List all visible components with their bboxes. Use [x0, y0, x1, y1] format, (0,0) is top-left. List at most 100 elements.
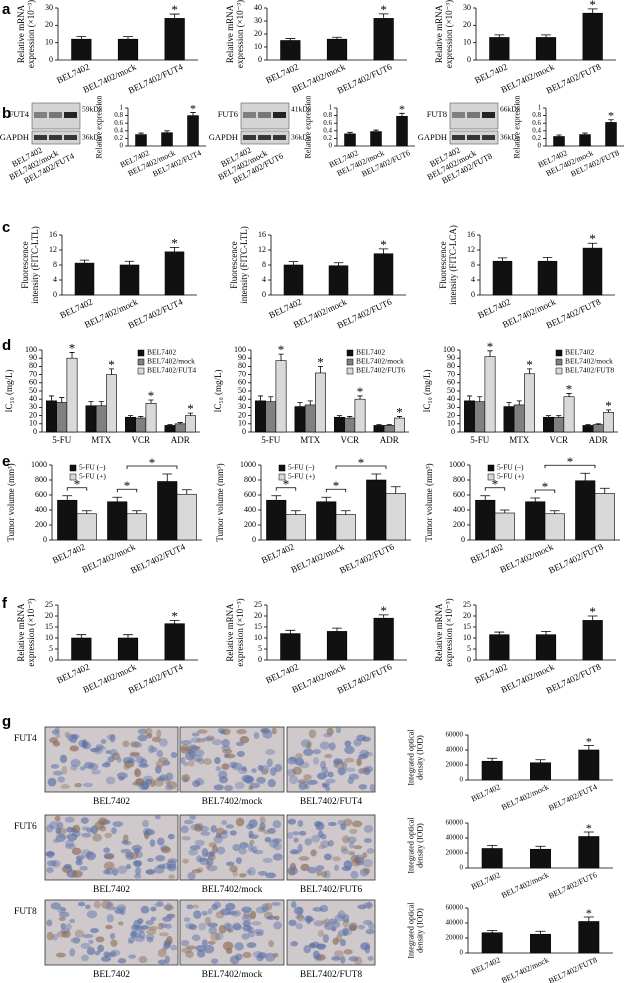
- ihc-cell: [341, 866, 352, 872]
- ihc-cell: [147, 745, 155, 754]
- ihc-cell: [366, 901, 372, 910]
- ihc-cell: [332, 937, 339, 945]
- ihc-cell: [149, 839, 156, 847]
- y-tick-label: 0.2: [532, 134, 541, 142]
- ihc-cell: [71, 870, 83, 878]
- ihc-cell: [53, 770, 63, 776]
- y-axis-label: density (IOD): [415, 735, 424, 780]
- ihc-cell: [348, 956, 359, 962]
- ihc-cell: [89, 747, 101, 753]
- y-tick-label: 30: [463, 3, 471, 12]
- ihc-cell: [350, 870, 359, 879]
- significance-marker: *: [358, 455, 365, 470]
- ihc-cell: [74, 782, 82, 788]
- legend-label: BEL7402: [356, 348, 385, 357]
- bar: [594, 493, 615, 541]
- y-tick-label: 50: [29, 386, 37, 395]
- y-tick-label: 600: [35, 490, 47, 499]
- ihc-cell: [324, 753, 333, 759]
- ihc-cell: [162, 760, 171, 766]
- ihc-cell: [291, 901, 297, 909]
- ihc-cell: [106, 914, 114, 923]
- y-tick-label: 600: [244, 490, 256, 499]
- ihc-cell: [118, 921, 124, 926]
- bar: [66, 357, 78, 433]
- significance-bracket: [325, 488, 347, 493]
- legend-swatch: [69, 464, 77, 472]
- ihc-cell: [64, 816, 75, 823]
- ihc-cell: [288, 919, 297, 927]
- ihc-cell: [145, 869, 156, 875]
- y-tick-label: 16: [49, 230, 57, 239]
- y-tick-label: 20: [463, 20, 471, 29]
- ihc-cell: [206, 865, 218, 872]
- x-tick-label: BEL7402: [473, 662, 509, 686]
- y-axis-label: IC₅₀ (mg/L): [422, 369, 432, 412]
- bar: [74, 262, 95, 296]
- ihc-cell: [210, 825, 217, 833]
- ihc-cell: [251, 921, 262, 926]
- ihc-cell: [207, 922, 218, 928]
- ihc-cell: [342, 835, 350, 844]
- ihc-cell: [331, 956, 342, 961]
- bar: [326, 631, 348, 661]
- y-tick-label: 25: [45, 600, 53, 609]
- ihc-cell: [334, 760, 345, 770]
- ihc-cell: [196, 949, 206, 958]
- ihc-cell: [234, 781, 245, 790]
- ihc-cell: [367, 956, 374, 961]
- ihc-cell: [82, 933, 94, 939]
- y-tick-label: 30: [29, 402, 37, 411]
- y-axis-label: Integrated optical: [406, 729, 415, 786]
- ihc-cell: [50, 902, 61, 910]
- ihc-cell: [241, 766, 247, 772]
- ihc-cell: [207, 940, 216, 945]
- y-tick-label: 800: [35, 475, 47, 484]
- ihc-cell: [137, 917, 144, 925]
- ihc-cell: [211, 958, 219, 964]
- ihc-cell: [234, 942, 244, 951]
- ihc-cell: [164, 778, 171, 785]
- ihc-cell: [340, 845, 348, 852]
- ihc-cell: [225, 861, 235, 867]
- y-axis-label: density (IOD): [415, 908, 424, 953]
- error-bar: [124, 260, 135, 265]
- bar: [366, 479, 387, 541]
- ihc-cell: [270, 767, 277, 776]
- ihc-cell: [235, 741, 245, 747]
- error-bar: [487, 350, 493, 357]
- ihc-cell: [208, 842, 217, 848]
- ihc-cell: [55, 833, 66, 843]
- ihc-cell: [148, 925, 159, 931]
- error-bar: [288, 261, 299, 265]
- error-bar: [399, 112, 405, 117]
- bar: [385, 493, 406, 541]
- error-bar: [76, 36, 87, 40]
- ihc-cell: [136, 756, 144, 765]
- ihc-cell: [368, 922, 375, 930]
- bar: [95, 405, 107, 433]
- ihc-cell: [248, 843, 254, 852]
- bar: [605, 122, 617, 147]
- error-bar: [583, 916, 594, 922]
- ihc-cell: [145, 920, 155, 926]
- bar: [126, 513, 147, 541]
- bar: [530, 933, 551, 954]
- ihc-cell: [110, 939, 118, 947]
- ihc-cell: [47, 777, 57, 787]
- y-tick-label: 100: [443, 345, 455, 354]
- y-tick-label: 16: [258, 230, 266, 239]
- bar: [135, 134, 147, 147]
- significance-bracket: [335, 465, 387, 469]
- y-tick-label: 50: [447, 386, 455, 395]
- bar: [334, 416, 345, 433]
- ihc-cell: [131, 924, 140, 931]
- ihc-cell: [93, 900, 101, 909]
- ihc-cell: [303, 945, 311, 954]
- legend-label: BEL7402: [565, 348, 594, 357]
- ihc-cell: [295, 914, 305, 920]
- ihc-cell: [356, 757, 362, 767]
- ihc-cell: [101, 900, 112, 910]
- ihc-cell: [323, 870, 331, 879]
- error-bar: [177, 422, 183, 424]
